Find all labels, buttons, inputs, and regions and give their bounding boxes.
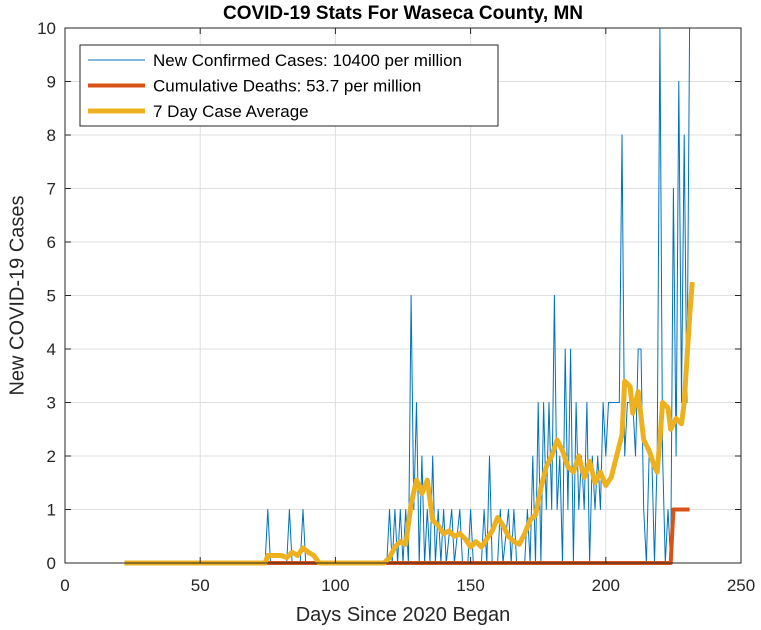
y-axis-label: New COVID-19 Cases bbox=[6, 195, 28, 395]
legend-label-avg: 7 Day Case Average bbox=[153, 102, 309, 121]
y-tick-label: 1 bbox=[47, 501, 56, 520]
x-tick-label: 0 bbox=[60, 576, 69, 595]
y-tick-label: 5 bbox=[47, 287, 56, 306]
x-axis-label: Days Since 2020 Began bbox=[296, 604, 511, 626]
x-tick-label: 100 bbox=[321, 576, 349, 595]
y-tick-label: 3 bbox=[47, 394, 56, 413]
chart-title: COVID-19 Stats For Waseca County, MN bbox=[223, 3, 583, 24]
y-tick-label: 9 bbox=[47, 73, 56, 92]
x-tick-label: 200 bbox=[592, 576, 620, 595]
y-tick-label: 7 bbox=[47, 180, 56, 199]
x-tick-label: 150 bbox=[456, 576, 484, 595]
series-line-avg bbox=[124, 281, 695, 566]
y-tick-label: 6 bbox=[47, 233, 56, 252]
y-tick-label: 0 bbox=[47, 554, 56, 573]
x-tick-label: 50 bbox=[191, 576, 210, 595]
legend-label-new-cases: New Confirmed Cases: 10400 per million bbox=[153, 51, 462, 70]
ticks: 0 50 100 150 200 250 0 1 2 3 4 5 6 7 8 9 10 bbox=[37, 19, 755, 595]
legend-box bbox=[79, 44, 499, 127]
y-tick-label: 2 bbox=[47, 447, 56, 466]
y-tick-label: 8 bbox=[47, 126, 56, 145]
y-tick-label: 4 bbox=[47, 340, 56, 359]
legend-label-deaths: Cumulative Deaths: 53.7 per million bbox=[153, 77, 421, 96]
legend: New Confirmed Cases: 10400 per million Cu… bbox=[79, 44, 499, 127]
y-tick-label: 10 bbox=[37, 19, 56, 38]
x-tick-label: 250 bbox=[727, 576, 755, 595]
